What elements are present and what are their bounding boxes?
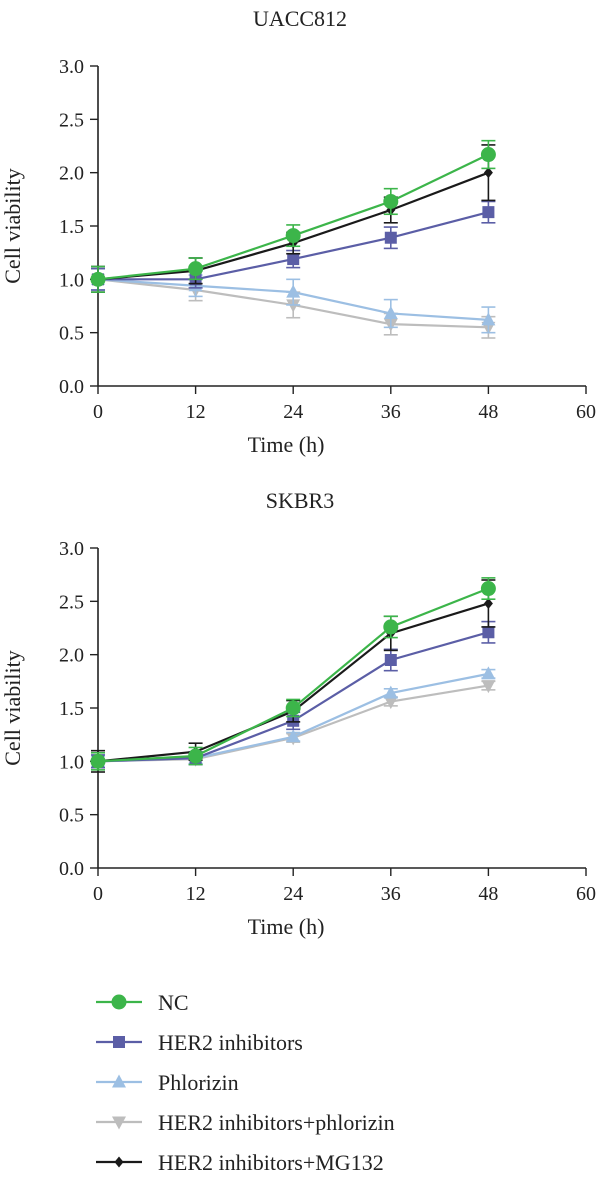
data-point xyxy=(383,193,399,209)
legend-marker xyxy=(114,1156,124,1168)
data-point xyxy=(285,700,301,716)
x-tick-label: 48 xyxy=(478,883,498,905)
legend-label: Phlorizin xyxy=(158,1070,239,1095)
x-tick-label: 12 xyxy=(186,401,206,423)
data-point xyxy=(188,748,204,764)
legend-label: HER2 inhibitors xyxy=(158,1030,303,1055)
legend: NC HER2 inhibitors Phlorizin HER2 inhibitor… xyxy=(96,990,395,1175)
y-tick-label: 0.0 xyxy=(59,376,84,398)
data-point xyxy=(383,685,398,699)
data-point xyxy=(483,167,493,179)
y-axis-label: Cell viability xyxy=(0,168,25,284)
x-tick-label: 24 xyxy=(283,401,303,423)
y-tick-label: 2.0 xyxy=(59,645,84,667)
legend-label: HER2 inhibitors+phlorizin xyxy=(158,1110,395,1135)
data-point xyxy=(90,753,106,769)
y-axis-label: Cell viability xyxy=(0,650,25,766)
chart-title: UACC812 xyxy=(253,6,347,31)
x-tick-label: 12 xyxy=(186,883,206,905)
legend-item-phlorizin: Phlorizin xyxy=(96,1070,239,1095)
data-point xyxy=(285,228,301,244)
legend-marker xyxy=(112,1074,126,1088)
y-tick-label: 0.5 xyxy=(59,805,84,827)
x-tick-label: 24 xyxy=(283,883,303,905)
x-tick-label: 0 xyxy=(93,883,103,905)
y-tick-label: 3.0 xyxy=(59,56,84,78)
data-point xyxy=(287,253,300,266)
y-tick-label: 2.5 xyxy=(59,109,84,131)
data-point xyxy=(480,581,496,597)
x-tick-label: 60 xyxy=(576,401,596,423)
legend-label: NC xyxy=(158,990,189,1015)
data-point xyxy=(383,305,398,319)
data-point xyxy=(480,147,496,163)
chart-uacc812: UACC812 0.0 0.5 1.0 1.5 2.0 2.5 3.0 0 12 24 36 48 60 T… xyxy=(0,6,596,457)
x-tick-label: 0 xyxy=(93,401,103,423)
data-point xyxy=(481,680,496,694)
y-tick-label: 3.0 xyxy=(59,538,84,560)
x-axis-label: Time (h) xyxy=(248,914,325,939)
data-point xyxy=(384,654,397,666)
y-tick-label: 1.0 xyxy=(59,751,84,773)
data-point xyxy=(482,626,495,639)
legend-label: HER2 inhibitors+MG132 xyxy=(158,1150,384,1175)
data-point xyxy=(286,284,301,298)
chart-title: SKBR3 xyxy=(266,488,334,513)
legend-item-her2-inhibitors-phlorizin: HER2 inhibitors+phlorizin xyxy=(96,1110,395,1135)
data-point xyxy=(383,696,398,710)
data-point xyxy=(482,206,495,219)
data-point xyxy=(188,261,204,277)
data-point xyxy=(481,666,496,680)
x-tick-label: 60 xyxy=(576,883,596,905)
y-tick-label: 1.5 xyxy=(59,216,84,238)
series-nc xyxy=(90,577,496,771)
data-point xyxy=(286,729,301,743)
legend-marker xyxy=(111,994,127,1010)
x-axis-label: Time (h) xyxy=(248,432,325,457)
series-her2-inhibitors-mg132 xyxy=(91,144,496,293)
legend-item-her2-inhibitors: HER2 inhibitors xyxy=(96,1030,303,1055)
legend-marker xyxy=(112,1116,126,1130)
data-point xyxy=(90,271,106,287)
data-point xyxy=(383,619,399,635)
chart-skbr3: SKBR3 0.0 0.5 1.0 1.5 2.0 2.5 3.0 0 12 24 36 48 60 Tim… xyxy=(0,488,596,939)
y-tick-label: 2.0 xyxy=(59,163,84,185)
data-point xyxy=(384,231,397,244)
y-tick-label: 0.0 xyxy=(59,858,84,880)
series-nc xyxy=(90,139,496,293)
x-tick-label: 36 xyxy=(381,883,401,905)
y-tick-label: 1.5 xyxy=(59,698,84,720)
legend-item-her2-inhibitors-mg132: HER2 inhibitors+MG132 xyxy=(96,1150,384,1175)
legend-marker xyxy=(113,1036,125,1048)
data-point xyxy=(483,597,493,609)
y-tick-label: 0.5 xyxy=(59,323,84,345)
y-tick-label: 2.5 xyxy=(59,591,84,613)
y-tick-label: 1.0 xyxy=(59,269,84,291)
x-tick-label: 36 xyxy=(381,401,401,423)
x-tick-label: 48 xyxy=(478,401,498,423)
data-point xyxy=(286,299,301,313)
data-point xyxy=(481,312,496,326)
legend-item-nc: NC xyxy=(96,990,189,1015)
